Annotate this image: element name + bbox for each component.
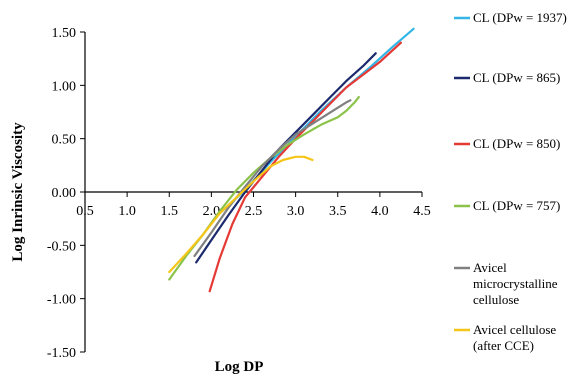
- legend-label-1: CL (DPw = 1937): [473, 10, 567, 25]
- legend-label-2: CL (DPw = 865): [473, 70, 560, 85]
- y-tick-label: -1.00: [47, 293, 76, 308]
- y-axis-title: Log Inrinsic Viscosity: [10, 122, 26, 262]
- legend-label-5: Avicel: [473, 260, 507, 275]
- legend-label-4: CL (DPw = 757): [473, 198, 560, 213]
- y-tick-label: -0.50: [47, 239, 76, 254]
- x-tick-label: 3.0: [287, 204, 305, 219]
- series-line-5: [193, 99, 352, 258]
- legend-label-5: microcrystalline: [473, 276, 558, 291]
- series-line-3: [208, 41, 402, 293]
- y-tick-label: 0.00: [52, 186, 77, 201]
- legend-label-5: cellulose: [473, 292, 519, 307]
- y-tick-label: 1.00: [52, 79, 77, 94]
- x-axis-title: Log DP: [215, 359, 264, 375]
- y-tick-label: 0.50: [52, 133, 77, 148]
- x-tick-label: 0.5: [76, 204, 94, 219]
- series-lines: [168, 27, 415, 293]
- x-tick-label: 2.5: [245, 204, 263, 219]
- series-line-6: [168, 155, 314, 274]
- axes: 1.50 1.00 0.50 0.00 -0.50 -1.00 -1.50 0.5 1.0 1.5…: [47, 26, 431, 361]
- x-tick-label: 4.0: [371, 204, 389, 219]
- x-tick-label: 3.5: [329, 204, 347, 219]
- legend-label-6: (after CCE): [473, 338, 534, 353]
- legend-label-6: Avicel cellulose: [473, 322, 556, 337]
- y-tick-label: 1.50: [52, 26, 77, 41]
- legend-label-3: CL (DPw = 850): [473, 136, 560, 151]
- y-tick-label: -1.50: [47, 346, 76, 361]
- x-tick-label: 4.5: [413, 204, 431, 219]
- legend: CL (DPw = 1937) CL (DPw = 865) CL (DPw = 8…: [454, 10, 567, 353]
- x-tick-label: 1.5: [161, 204, 179, 219]
- x-tick-label: 1.0: [118, 204, 136, 219]
